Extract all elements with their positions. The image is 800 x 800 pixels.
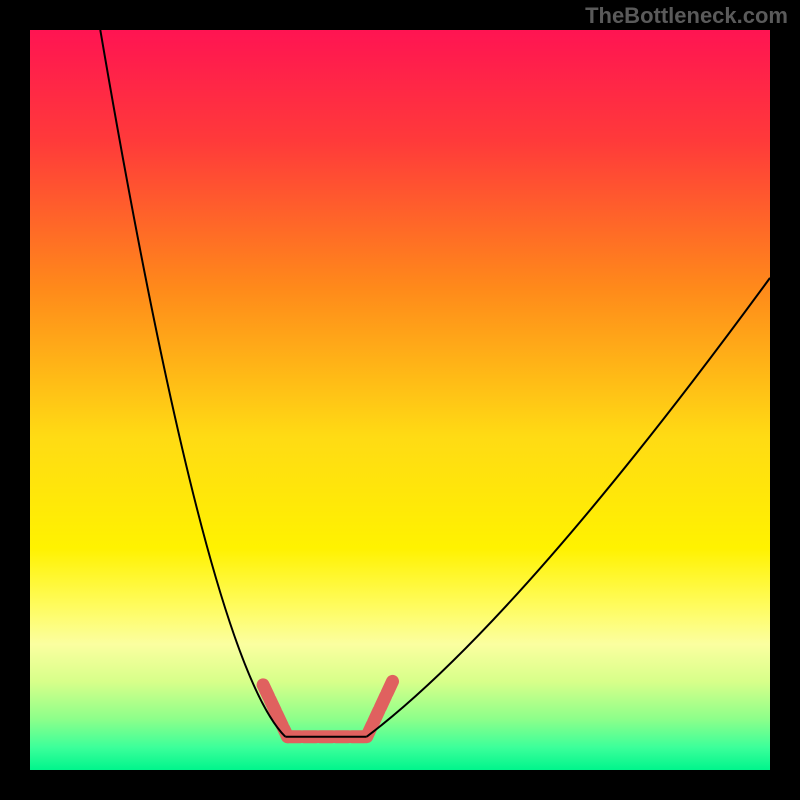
left-curve	[100, 30, 285, 737]
plot-area	[30, 30, 770, 770]
trough-highlight	[263, 681, 393, 737]
watermark: TheBottleneck.com	[585, 3, 788, 29]
curve-layer	[30, 30, 770, 770]
right-curve	[367, 278, 770, 737]
